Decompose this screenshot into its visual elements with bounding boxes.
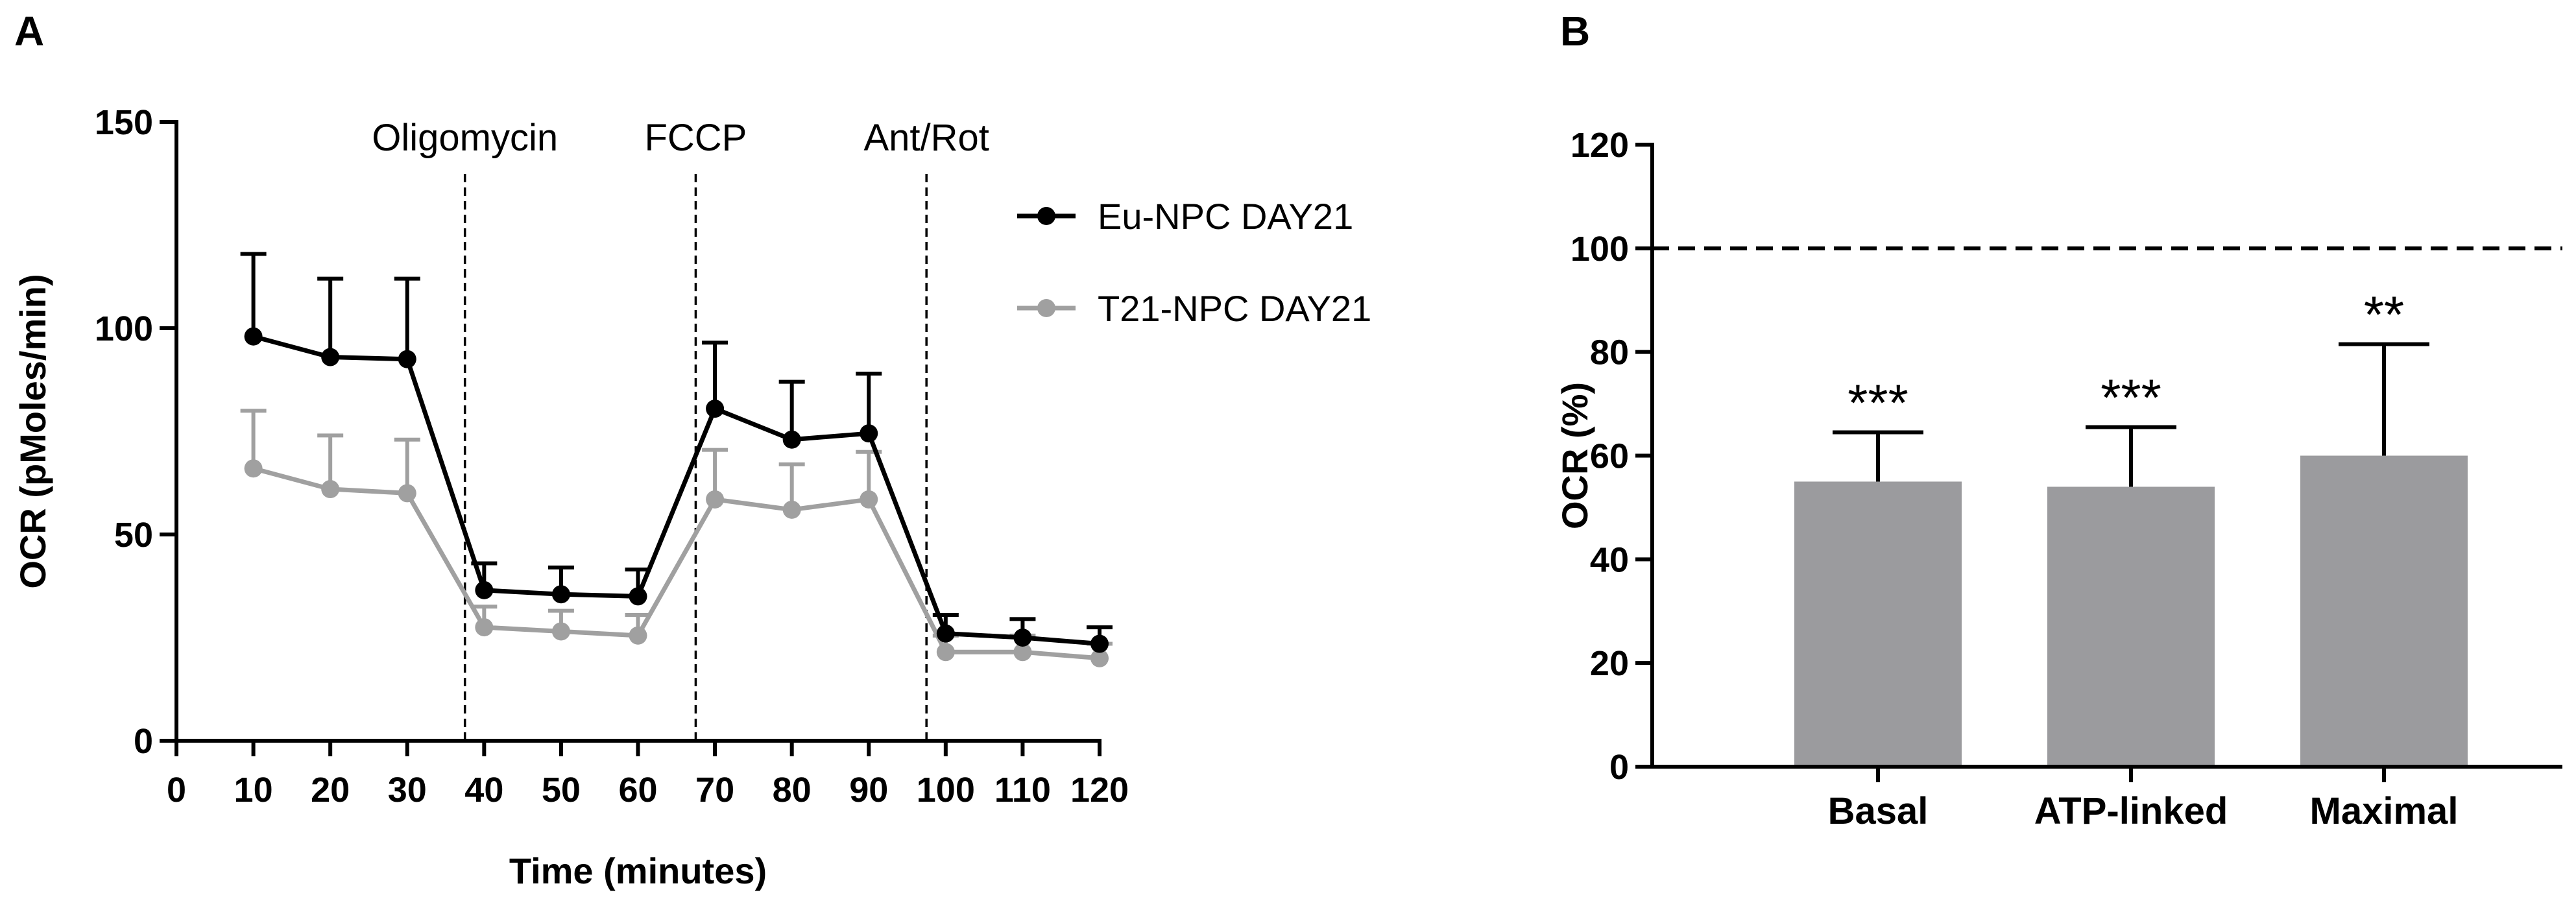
chart-a-series-group — [240, 252, 1113, 653]
chart-b-bars: *** Basal *** ATP-linked ** Maximal — [1794, 286, 2468, 832]
chart-a-series — [240, 252, 1113, 667]
chart-a-data-point — [706, 400, 725, 418]
chart-a-data-point — [551, 585, 570, 604]
chart-a-x-tick-label: 40 — [464, 771, 503, 809]
chart-a-y-axis-title: OCR (pMoles/min) — [12, 274, 53, 588]
chart-a-data-point — [936, 643, 955, 662]
chart-a-legend: Eu-NPC DAY21 T21-NPC DAY21 — [1017, 196, 1371, 329]
chart-b-y-tick-label: 100 — [1571, 230, 1629, 269]
chart-a-data-point — [244, 327, 263, 346]
chart-a-legend-label: Eu-NPC DAY21 — [1098, 196, 1353, 237]
chart-a-x-tick-label: 30 — [388, 771, 427, 809]
chart-a-x-axis-title: Time (minutes) — [509, 850, 767, 891]
chart-b-y-tick-label: 60 — [1590, 437, 1629, 476]
chart-a-data-point — [398, 350, 416, 368]
chart-b-category-label: Maximal — [2310, 790, 2459, 832]
chart-a-data-point — [475, 581, 494, 599]
chart-a-data-point — [936, 624, 955, 643]
chart-a-axes: 0 50 100 150 0 10 20 30 40 50 60 70 80 90 100 110 120 — [95, 103, 1129, 809]
ocr-time-course-chart: 0 50 100 150 0 10 20 30 40 50 60 70 80 90 100 110 120 Ol… — [12, 103, 1371, 891]
chart-a-injection-label: Oligomycin — [372, 117, 558, 159]
chart-a-data-point — [475, 618, 494, 637]
chart-b-axes: 0 20 40 60 80 100 120 — [1571, 126, 2562, 787]
chart-a-injection-label: Ant/Rot — [863, 117, 989, 159]
chart-a-x-tick-label: 60 — [618, 771, 657, 809]
chart-a-series-group — [240, 409, 1113, 667]
chart-a-x-tick-label: 0 — [167, 771, 186, 809]
chart-a-y-tick-label: 50 — [114, 516, 153, 555]
chart-a-data-point — [860, 490, 878, 509]
chart-a-data-point — [706, 490, 725, 509]
chart-b-bar — [1794, 481, 1962, 767]
chart-b-significance-label: *** — [2101, 369, 2161, 427]
chart-a-legend-marker — [1037, 207, 1055, 225]
chart-b-y-tick-label: 20 — [1590, 644, 1629, 683]
chart-a-data-point — [244, 459, 263, 478]
chart-a-x-tick-label: 20 — [311, 771, 350, 809]
chart-a-x-tick-label: 100 — [917, 771, 975, 809]
chart-a-y-tick-label: 100 — [95, 309, 153, 348]
chart-a-legend-marker — [1037, 299, 1055, 317]
chart-a-series-line — [252, 466, 1100, 661]
chart-b-y-tick-label: 120 — [1571, 126, 1629, 165]
chart-b-category-label: Basal — [1828, 790, 1929, 832]
chart-a-data-point — [1013, 629, 1032, 647]
chart-a-x-tick-label: 110 — [994, 771, 1051, 809]
panel-a-letter: A — [14, 8, 44, 54]
chart-a-legend-label: T21-NPC DAY21 — [1098, 288, 1371, 329]
panel-b-letter: B — [1560, 8, 1590, 54]
chart-a-data-point — [629, 587, 647, 606]
chart-a-x-tick-label: 10 — [234, 771, 273, 809]
chart-b-category-label: ATP-linked — [2034, 790, 2228, 832]
chart-b-y-axis-title: OCR (%) — [1554, 382, 1595, 529]
chart-a-x-tick-label: 70 — [695, 771, 734, 809]
chart-a-data-point — [551, 622, 570, 641]
chart-a-data-point — [782, 430, 801, 449]
chart-b-significance-label: *** — [1848, 374, 1908, 432]
chart-a-data-point — [1090, 649, 1109, 667]
chart-b-y-tick-label: 40 — [1590, 540, 1629, 579]
chart-a-data-point — [629, 626, 647, 645]
chart-a-data-point — [1090, 634, 1109, 653]
chart-a-x-tick-label: 80 — [773, 771, 812, 809]
chart-a-x-tick-label: 120 — [1070, 771, 1129, 809]
chart-a-x-tick-label: 90 — [849, 771, 888, 809]
chart-b-bar — [2300, 455, 2468, 767]
chart-a-data-point — [398, 484, 416, 503]
chart-a-injection-markers: Oligomycin FCCP Ant/Rot — [372, 117, 989, 741]
chart-a-series-line — [252, 334, 1100, 647]
chart-a-y-tick-label: 0 — [134, 722, 153, 761]
chart-b-bar — [2047, 486, 2215, 767]
chart-b-y-tick-label: 80 — [1590, 333, 1629, 372]
chart-a-data-point — [1013, 643, 1032, 662]
chart-a-injection-label: FCCP — [644, 117, 747, 159]
chart-a-data-point — [860, 424, 878, 443]
ocr-percent-bar-chart: *** Basal *** ATP-linked ** Maximal 0 20 40 60 80… — [1554, 126, 2562, 832]
chart-a-data-point — [321, 480, 340, 499]
chart-a-x-tick-label: 50 — [542, 771, 581, 809]
chart-a-data-point — [782, 500, 801, 519]
chart-b-significance-label: ** — [2364, 286, 2404, 344]
chart-a-data-point — [321, 348, 340, 366]
chart-a-y-tick-label: 150 — [95, 103, 153, 142]
chart-b-y-tick-label: 0 — [1609, 748, 1629, 787]
